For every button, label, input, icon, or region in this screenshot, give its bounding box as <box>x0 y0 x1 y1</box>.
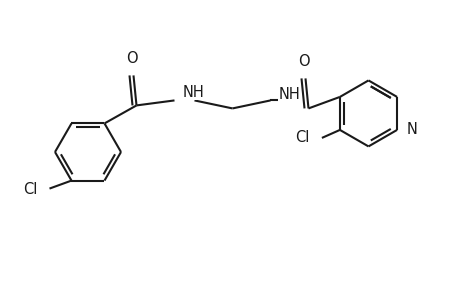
Text: Cl: Cl <box>295 130 309 146</box>
Text: N: N <box>406 122 417 137</box>
Text: NH: NH <box>182 85 204 100</box>
Text: O: O <box>297 54 308 69</box>
Text: Cl: Cl <box>23 182 38 197</box>
Text: O: O <box>125 51 137 66</box>
Text: NH: NH <box>278 87 300 102</box>
